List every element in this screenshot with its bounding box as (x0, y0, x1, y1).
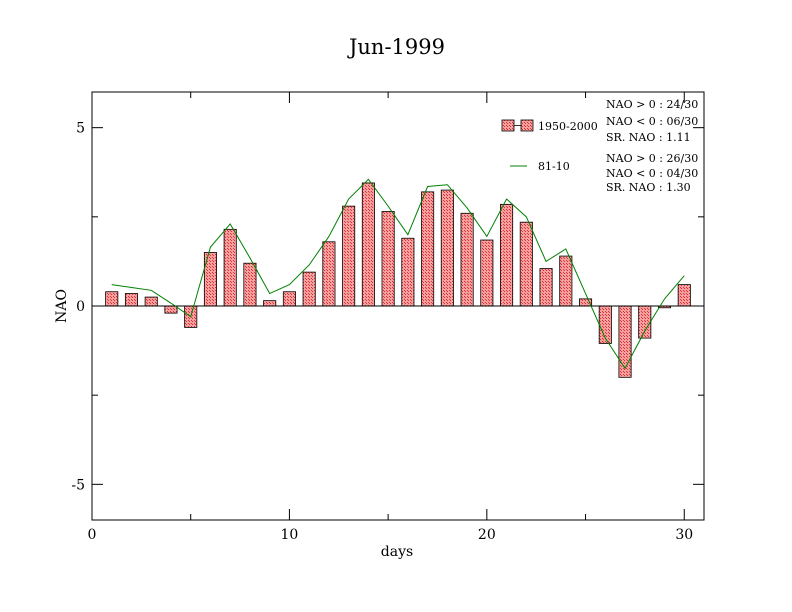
bar-day-22 (519, 221, 533, 307)
line-series-81-10 (111, 178, 685, 370)
bar-day-17 (421, 191, 435, 307)
legend-swatch-bar-right (520, 119, 534, 132)
x-tick-label-0: 0 (88, 527, 97, 543)
bar-day-15 (381, 211, 395, 307)
bar-day-20 (480, 239, 494, 307)
stats-81-10-line-2: NAO < 0 : 04/30 (606, 167, 698, 180)
bar-day-2 (124, 293, 139, 307)
bar-day-19 (460, 212, 474, 307)
legend-label-1950-2000: 1950-2000 (538, 120, 598, 133)
bar-day-23 (539, 268, 553, 307)
bar-day-7 (223, 228, 237, 307)
y-tick-label-5: 5 (76, 121, 85, 137)
bar-day-13 (342, 205, 356, 307)
bar-day-12 (322, 241, 336, 307)
bar-day-9 (263, 300, 277, 307)
bar-day-30 (677, 284, 691, 307)
stats-1950-2000-line-3: SR. NAO : 1.11 (606, 131, 691, 144)
bar-series (105, 182, 691, 378)
x-tick-label-10: 10 (281, 527, 299, 543)
stats-1950-2000-line-2: NAO < 0 : 06/30 (606, 115, 698, 128)
stats-81-10-line-1: NAO > 0 : 26/30 (606, 152, 698, 165)
bar-day-28 (638, 305, 652, 339)
y-axis-label: NAO (54, 289, 70, 323)
x-tick-label-20: 20 (478, 527, 496, 543)
stats-1950-2000-line-1: NAO > 0 : 24/30 (606, 98, 698, 111)
bar-day-3 (144, 296, 158, 307)
legend: 1950-2000 81-10 NAO > 0 : 24/30 NAO < 0 … (501, 98, 698, 194)
bar-day-14 (361, 182, 375, 307)
bar-day-18 (440, 189, 454, 307)
bar-day-16 (401, 237, 415, 307)
bar-day-21 (500, 203, 514, 307)
x-tick-label-30: 30 (675, 527, 693, 543)
chart-title: Jun-1999 (347, 35, 445, 59)
bar-day-4 (164, 305, 178, 314)
legend-swatch-bar-left (501, 119, 515, 132)
y-tick-label-0: 0 (76, 299, 85, 315)
bar-day-11 (302, 271, 316, 307)
stats-81-10-line-3: SR. NAO : 1.30 (606, 181, 691, 194)
bar-day-8 (243, 262, 257, 307)
y-tick-label--5: -5 (71, 477, 85, 493)
legend-label-81-10: 81-10 (538, 160, 570, 173)
x-axis-label: days (381, 544, 413, 560)
bar-day-10 (282, 291, 296, 307)
bar-day-1 (105, 291, 119, 307)
bar-day-24 (559, 255, 573, 307)
bar-day-27 (618, 305, 632, 378)
axes: 0 10 20 30 -5 0 5 (71, 92, 704, 543)
